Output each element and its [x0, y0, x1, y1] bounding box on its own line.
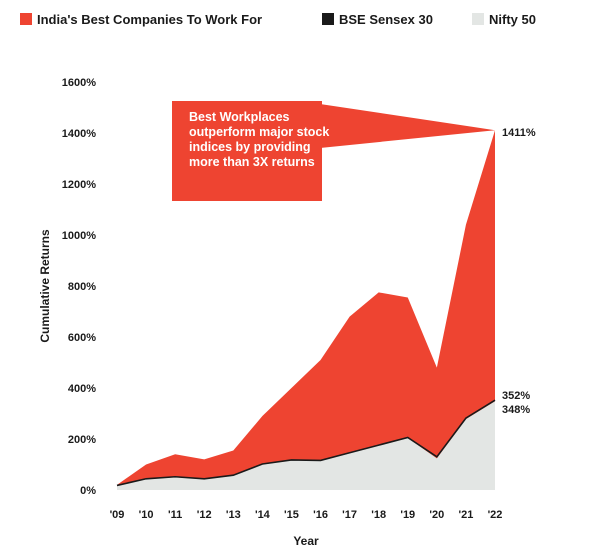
legend-swatch-0	[20, 13, 32, 25]
y-tick-label-5: 1000%	[62, 230, 96, 242]
x-tick-label-5: '14	[255, 509, 271, 521]
y-tick-label-4: 800%	[68, 281, 96, 293]
legend-label-1: BSE Sensex 30	[339, 12, 433, 27]
series-area-nifty-50	[117, 401, 495, 490]
legend-swatch-2	[472, 13, 484, 25]
callout-text-line-1: outperform major stock	[189, 125, 329, 139]
series-area-best-companies	[117, 130, 495, 490]
callout-text-line-2: indices by providing	[189, 140, 311, 154]
series-line-bse-sensex-30	[116, 399, 496, 487]
callout-pointer	[320, 104, 495, 148]
y-tick-label-8: 1600%	[62, 77, 96, 89]
callout-text-line-0: Best Workplaces	[189, 110, 290, 124]
x-tick-label-11: '20	[429, 509, 444, 521]
x-tick-label-1: '10	[139, 509, 154, 521]
plot-area	[116, 130, 496, 490]
x-tick-label-13: '22	[488, 509, 503, 521]
y-tick-label-2: 400%	[68, 383, 96, 395]
x-tick-label-7: '16	[313, 509, 328, 521]
x-tick-label-10: '19	[400, 509, 415, 521]
y-tick-label-3: 600%	[68, 332, 96, 344]
x-tick-label-8: '17	[342, 509, 357, 521]
end-label-1: 352%	[502, 390, 530, 402]
callout-background	[172, 101, 322, 201]
callout-text-line-3: more than 3X returns	[189, 155, 315, 169]
end-labels: 1411% 352% 348%	[502, 127, 536, 416]
y-tick-label-6: 1200%	[62, 179, 96, 191]
legend: India's Best Companies To Work For BSE Se…	[20, 12, 536, 27]
end-label-2: 348%	[502, 404, 530, 416]
end-label-0: 1411%	[502, 127, 536, 139]
x-tick-label-12: '21	[458, 509, 473, 521]
x-axis: '09 '10 '11 '12 '13 '14 '15 '16 '17 '18 '19 '20 '21 '…	[110, 509, 503, 521]
y-tick-label-1: 200%	[68, 434, 96, 446]
x-tick-label-2: '11	[168, 509, 182, 521]
y-axis-title: Cumulative Returns	[38, 229, 52, 343]
y-axis: 0% 200% 400% 600% 800% 1000% 1200% 1400% 1600%	[62, 77, 96, 497]
legend-label-0: India's Best Companies To Work For	[37, 12, 262, 27]
x-tick-label-9: '18	[371, 509, 386, 521]
y-tick-label-7: 1400%	[62, 128, 96, 140]
legend-swatch-1	[322, 13, 334, 25]
y-tick-label-0: 0%	[80, 485, 96, 497]
x-axis-title: Year	[293, 534, 319, 548]
x-tick-label-3: '12	[197, 509, 212, 521]
x-tick-label-4: '13	[226, 509, 241, 521]
x-tick-label-6: '15	[284, 509, 299, 521]
legend-label-2: Nifty 50	[489, 12, 536, 27]
x-tick-label-0: '09	[110, 509, 125, 521]
